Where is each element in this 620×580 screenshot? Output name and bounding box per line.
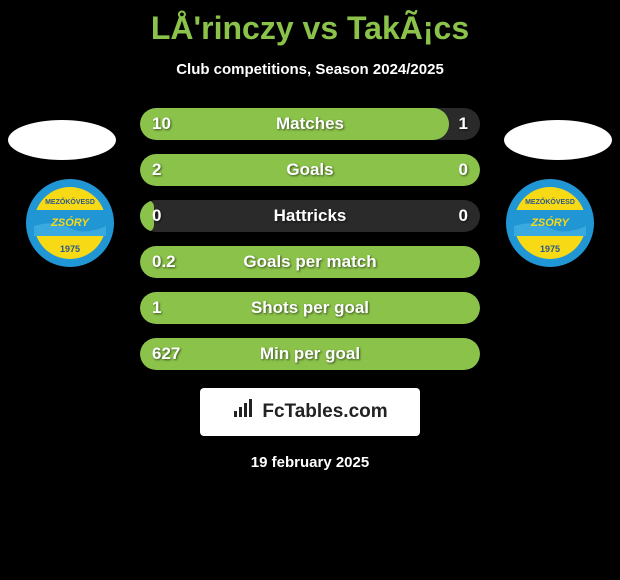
chart-icon: [232, 399, 256, 425]
stat-bar: 1Shots per goal: [140, 292, 480, 324]
svg-text:ZSÓRY: ZSÓRY: [530, 216, 570, 229]
comparison-area: MEZŐKÖVESD ZSÓRY 1975 MEZŐKÖVESD ZSÓRY 1…: [0, 108, 620, 370]
svg-text:MEZŐKÖVESD: MEZŐKÖVESD: [525, 197, 575, 206]
stat-bar: 627Min per goal: [140, 338, 480, 370]
stat-value-right: 0: [459, 160, 468, 180]
stat-label: Hattricks: [140, 206, 480, 226]
date-text: 19 february 2025: [0, 454, 620, 471]
stat-value-right: 1: [459, 114, 468, 134]
stat-label: Goals per match: [140, 252, 480, 272]
stat-bar: 2Goals0: [140, 154, 480, 186]
stat-bar: 10Matches1: [140, 108, 480, 140]
footer-brand-text: FcTables.com: [262, 401, 387, 423]
svg-text:1975: 1975: [540, 244, 560, 254]
stats-container: 10Matches12Goals00Hattricks00.2Goals per…: [140, 108, 480, 370]
stat-label: Goals: [140, 160, 480, 180]
player-avatar-right: [504, 120, 612, 160]
club-logo-left: MEZŐKÖVESD ZSÓRY 1975: [20, 178, 120, 268]
stat-label: Min per goal: [140, 344, 480, 364]
page-title: LÅ'rinczy vs TakÃ¡cs: [0, 0, 620, 47]
svg-text:ZSÓRY: ZSÓRY: [50, 216, 90, 229]
page-subtitle: Club competitions, Season 2024/2025: [0, 61, 620, 78]
svg-text:1975: 1975: [60, 244, 80, 254]
footer-brand-badge: FcTables.com: [200, 388, 420, 436]
club-logo-right: MEZŐKÖVESD ZSÓRY 1975: [500, 178, 600, 268]
svg-text:MEZŐKÖVESD: MEZŐKÖVESD: [45, 197, 95, 206]
stat-label: Matches: [140, 114, 480, 134]
player-avatar-left: [8, 120, 116, 160]
stat-bar: 0.2Goals per match: [140, 246, 480, 278]
stat-value-right: 0: [459, 206, 468, 226]
stat-label: Shots per goal: [140, 298, 480, 318]
stat-bar: 0Hattricks0: [140, 200, 480, 232]
